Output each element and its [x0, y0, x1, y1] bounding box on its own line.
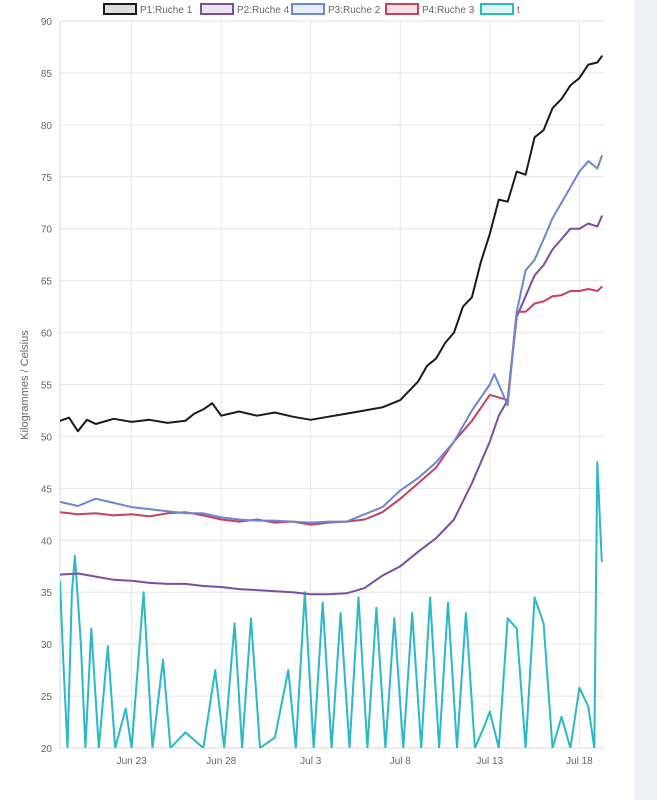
grid — [60, 20, 604, 749]
y-tick-label: 25 — [41, 692, 53, 703]
legend-item[interactable]: P2:Ruche 4 — [200, 3, 290, 16]
series-lines — [60, 55, 603, 748]
x-tick-label: Jul 13 — [476, 756, 503, 767]
y-tick-label: 65 — [41, 277, 53, 288]
y-axis-label: Kilogrammes / Celsius — [19, 330, 31, 440]
legend-swatch — [480, 3, 514, 15]
y-tick-label: 20 — [41, 744, 53, 755]
legend-label: P1:Ruche 1 — [140, 5, 193, 16]
x-tick-label: Jun 23 — [117, 756, 147, 767]
y-tick-label: 60 — [41, 329, 53, 340]
x-tick-label: Jul 8 — [390, 756, 412, 767]
series-line-t — [60, 461, 603, 748]
chart-svg: 20 25 30 35 40 45 50 55 60 65 70 75 80 85 90 Jun 23 Jun … — [19, 3, 604, 767]
y-tick-label: 35 — [41, 588, 53, 599]
legend-item[interactable]: t — [480, 3, 520, 16]
y-tick-label: 30 — [41, 640, 53, 651]
legend-label: P2:Ruche 4 — [237, 5, 290, 16]
legend-item[interactable]: P4:Ruche 3 — [385, 3, 475, 16]
line-chart: 20 25 30 35 40 45 50 55 60 65 70 75 80 85 90 Jun 23 Jun … — [19, 3, 604, 767]
y-tick-label: 50 — [41, 432, 53, 443]
y-tick-label: 40 — [41, 536, 53, 547]
x-tick-label: Jul 18 — [566, 756, 593, 767]
legend-swatch — [291, 3, 325, 15]
x-tick-label: Jul 3 — [300, 756, 322, 767]
series-line-p3-ruche-2 — [60, 155, 603, 524]
x-tick-label: Jun 28 — [206, 756, 236, 767]
legend-swatch — [385, 3, 419, 15]
y-tick-label: 55 — [41, 381, 53, 392]
series-line-p2-ruche-4 — [60, 215, 603, 596]
side-panel — [634, 0, 657, 800]
y-tick-label: 85 — [41, 69, 53, 80]
y-tick-label: 70 — [41, 225, 53, 236]
legend-label: P4:Ruche 3 — [422, 5, 475, 16]
y-tick-label: 90 — [41, 17, 53, 28]
series-line-p1-ruche-1 — [60, 55, 603, 433]
y-tick-label: 45 — [41, 484, 53, 495]
legend-label: t — [517, 5, 520, 16]
legend-item[interactable]: P3:Ruche 2 — [291, 3, 381, 16]
y-tick-label: 80 — [41, 121, 53, 132]
series-line-p4-ruche-3 — [60, 285, 603, 526]
y-tick-label: 75 — [41, 173, 53, 184]
legend-item[interactable]: P1:Ruche 1 — [103, 3, 193, 16]
legend[interactable]: P1:Ruche 1 P2:Ruche 4 P3:Ruche 2 P4:Ruche 3… — [103, 3, 520, 16]
legend-label: P3:Ruche 2 — [328, 5, 381, 16]
legend-swatch — [200, 3, 234, 15]
legend-swatch — [103, 3, 137, 15]
